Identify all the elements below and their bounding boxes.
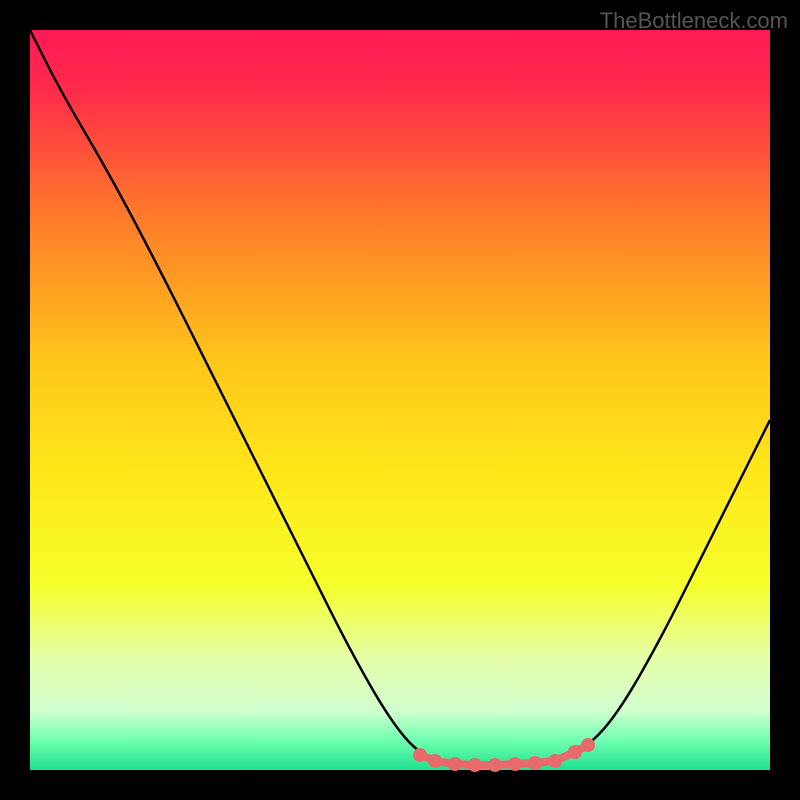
marker-dot	[448, 757, 462, 771]
marker-dot	[581, 738, 595, 752]
marker-dot	[468, 758, 482, 772]
bottleneck-chart	[0, 0, 800, 800]
chart-container: TheBottleneck.com	[0, 0, 800, 800]
marker-dot	[568, 745, 582, 759]
plot-background	[30, 30, 770, 770]
marker-dot	[548, 754, 562, 768]
marker-dot	[488, 758, 502, 772]
marker-dot	[428, 754, 442, 768]
marker-dot	[528, 756, 542, 770]
marker-dot	[413, 748, 427, 762]
attribution-text: TheBottleneck.com	[600, 8, 788, 34]
marker-dot	[508, 757, 522, 771]
